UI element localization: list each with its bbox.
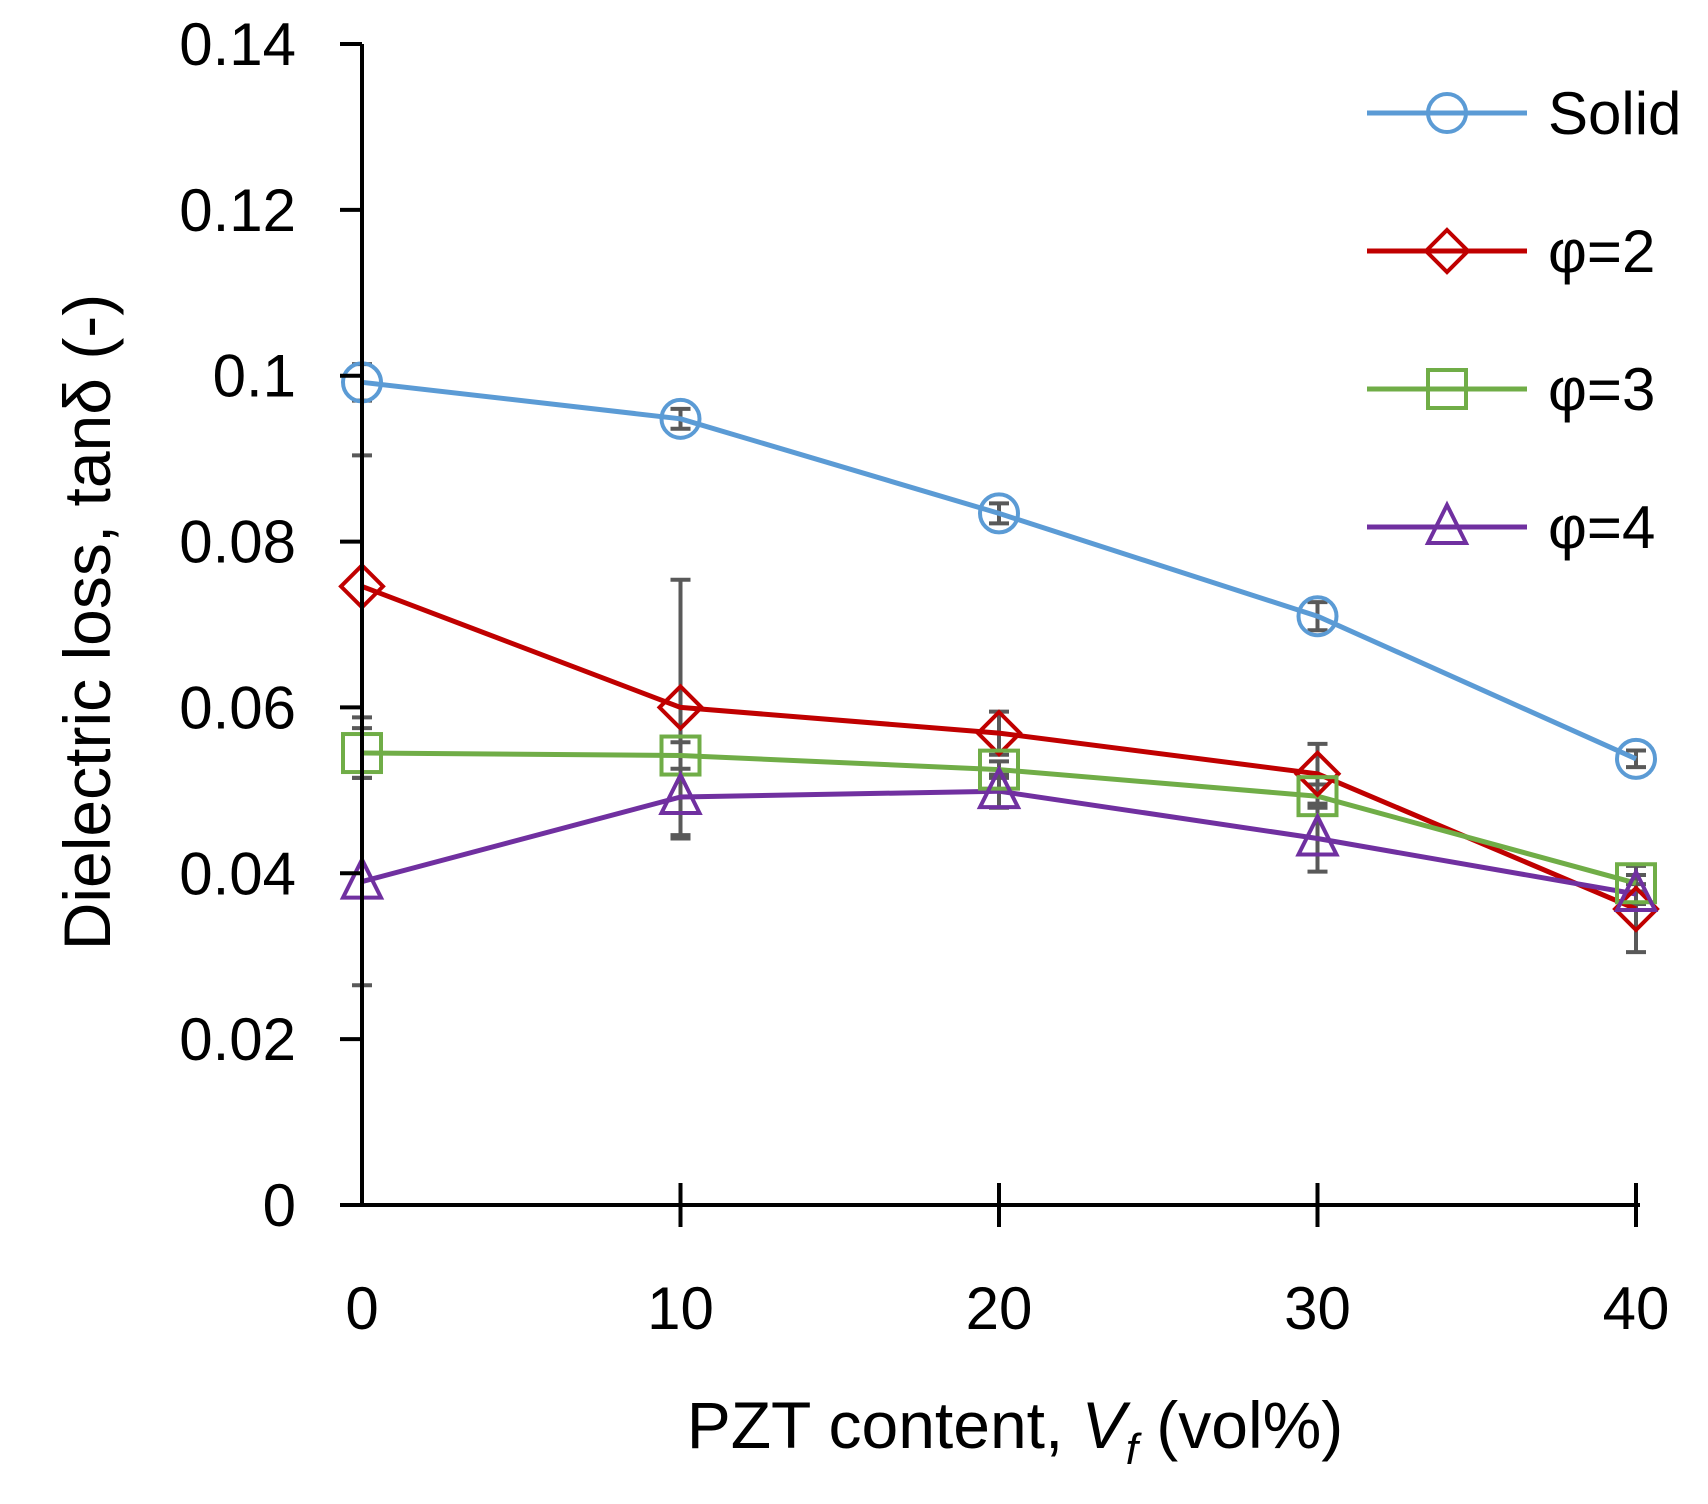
- data-point-phi-3: [978, 748, 1020, 791]
- axes: [340, 44, 1640, 1207]
- legend-label: Solid: [1548, 80, 1681, 147]
- x-tick-label: 30: [1284, 1275, 1351, 1342]
- legend-marker-phi-2: [1423, 227, 1471, 275]
- data-point-phi-4: [1295, 811, 1340, 857]
- y-tick-label: 0.1: [213, 343, 296, 410]
- legend-marker-phi-4: [1424, 500, 1470, 545]
- legend-label: φ=2: [1548, 218, 1655, 285]
- x-tick-label: 10: [647, 1275, 714, 1342]
- legend[interactable]: Solid φ=2 φ=3 φ=4: [1367, 80, 1681, 561]
- legend-item-phi-2[interactable]: φ=2: [1367, 218, 1655, 285]
- x-ticks: 0 10 20 30 40: [345, 1183, 1669, 1342]
- x-axis-title: PZT content, Vf (vol%): [687, 1388, 1344, 1474]
- data-point-solid: [1615, 737, 1657, 780]
- y-axis-title: Dielectric loss, tanδ (-): [50, 294, 124, 951]
- legend-item-phi-4[interactable]: φ=4: [1367, 494, 1655, 561]
- x-tick-label: 40: [1603, 1275, 1670, 1342]
- series-line-solid: [361, 379, 1638, 762]
- series-lines: [361, 379, 1638, 912]
- data-point-phi-4: [1613, 867, 1659, 913]
- y-tick-label: 0.04: [179, 840, 296, 907]
- x-axis-title-prefix: PZT content,: [687, 1388, 1082, 1462]
- series-line-phi-2: [361, 584, 1637, 912]
- error-bar-solid: [1626, 748, 1646, 770]
- legend-marker-phi-3: [1426, 368, 1468, 410]
- data-point-phi-2: [1293, 749, 1342, 798]
- data-point-solid: [978, 492, 1020, 535]
- y-tick-label: 0.14: [179, 11, 296, 78]
- y-tick-label: 0.12: [179, 177, 296, 244]
- data-point-phi-4: [976, 764, 1022, 810]
- y-tick-label: 0.06: [179, 674, 296, 741]
- y-tick-label: 0: [263, 1172, 296, 1239]
- data-point-solid: [659, 397, 702, 440]
- series-line-phi-4: [361, 788, 1637, 897]
- y-tick-label: 0.02: [179, 1006, 296, 1073]
- x-tick-label: 20: [966, 1275, 1033, 1342]
- x-axis-title-var: V: [1082, 1388, 1132, 1462]
- x-tick-label: 0: [345, 1275, 378, 1342]
- data-point-phi-3: [1615, 862, 1657, 905]
- data-point-phi-4: [658, 770, 703, 815]
- data-point-phi-2: [975, 709, 1023, 757]
- legend-label: φ=3: [1548, 356, 1655, 423]
- data-point-phi-2: [656, 683, 705, 732]
- legend-item-solid[interactable]: Solid: [1367, 80, 1681, 147]
- data-point-solid: [1296, 595, 1339, 638]
- y-tick-label: 0.08: [179, 509, 296, 576]
- legend-label: φ=4: [1548, 494, 1655, 561]
- series-markers: [338, 361, 1660, 933]
- legend-item-phi-3[interactable]: φ=3: [1367, 356, 1655, 423]
- x-axis-title-suffix: (vol%): [1138, 1388, 1343, 1462]
- legend-marker-solid: [1426, 92, 1468, 134]
- y-ticks: 0 0.02 0.04 0.06 0.08 0.1 0.12 0.14: [179, 11, 362, 1239]
